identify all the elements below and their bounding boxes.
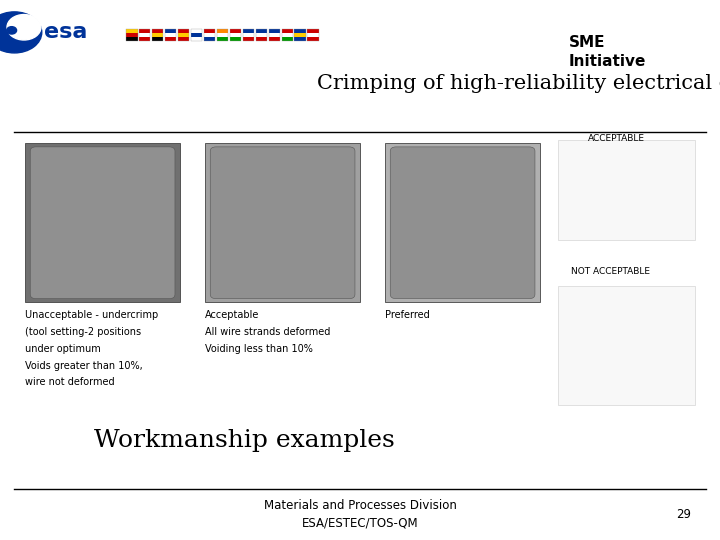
Bar bbox=[230, 32, 241, 37]
Bar bbox=[204, 29, 215, 40]
Text: Unacceptable - undercrimp: Unacceptable - undercrimp bbox=[25, 310, 158, 321]
Bar bbox=[178, 32, 189, 37]
Bar bbox=[217, 32, 228, 37]
Bar bbox=[385, 143, 540, 302]
Text: 29: 29 bbox=[676, 508, 691, 521]
Bar bbox=[178, 37, 189, 40]
Circle shape bbox=[6, 26, 17, 34]
Bar bbox=[165, 29, 176, 32]
Bar bbox=[152, 29, 163, 40]
Text: Workmanship examples: Workmanship examples bbox=[94, 429, 395, 451]
Circle shape bbox=[7, 15, 41, 40]
Text: Acceptable: Acceptable bbox=[205, 310, 260, 321]
Bar bbox=[217, 29, 228, 40]
Bar bbox=[243, 29, 254, 32]
Bar bbox=[307, 32, 319, 37]
Bar bbox=[152, 32, 163, 37]
Bar bbox=[139, 29, 150, 40]
Bar bbox=[191, 29, 202, 32]
Bar bbox=[25, 143, 180, 302]
Text: under optimum: under optimum bbox=[25, 344, 101, 354]
Text: Crimping of high-reliability electrical connections, cont..: Crimping of high-reliability electrical … bbox=[317, 74, 720, 93]
Bar bbox=[282, 37, 293, 40]
Bar bbox=[230, 37, 241, 40]
Bar bbox=[294, 29, 306, 40]
Circle shape bbox=[0, 12, 42, 53]
Bar bbox=[152, 37, 163, 40]
Bar bbox=[139, 32, 150, 37]
Bar bbox=[269, 29, 280, 32]
FancyBboxPatch shape bbox=[390, 147, 535, 299]
Bar bbox=[294, 32, 306, 37]
Bar bbox=[126, 32, 138, 37]
Text: (tool setting-2 positions: (tool setting-2 positions bbox=[25, 327, 141, 338]
Bar bbox=[165, 29, 176, 40]
Bar bbox=[230, 29, 241, 40]
Text: Voiding less than 10%: Voiding less than 10% bbox=[205, 344, 313, 354]
Bar bbox=[126, 29, 138, 40]
Bar bbox=[294, 37, 306, 40]
Bar bbox=[139, 37, 150, 40]
Text: Voids greater than 10%,: Voids greater than 10%, bbox=[25, 361, 143, 371]
Bar bbox=[191, 37, 202, 40]
Bar bbox=[256, 37, 267, 40]
Bar bbox=[126, 37, 138, 40]
Bar bbox=[165, 37, 176, 40]
Bar bbox=[204, 29, 215, 32]
Bar bbox=[282, 29, 293, 40]
Bar bbox=[191, 32, 202, 37]
Bar bbox=[282, 29, 293, 32]
Bar bbox=[243, 29, 254, 40]
Bar bbox=[165, 32, 176, 37]
Bar bbox=[230, 29, 241, 32]
Text: NOT ACCEPTABLE: NOT ACCEPTABLE bbox=[571, 267, 650, 276]
Bar bbox=[558, 140, 695, 240]
Bar bbox=[217, 29, 228, 32]
FancyBboxPatch shape bbox=[30, 147, 175, 299]
Bar bbox=[256, 29, 267, 40]
Bar bbox=[307, 29, 319, 40]
Text: ACCEPTABLE: ACCEPTABLE bbox=[588, 133, 645, 143]
Bar bbox=[126, 29, 138, 32]
Bar bbox=[152, 29, 163, 32]
Bar bbox=[178, 29, 189, 32]
Text: Preferred: Preferred bbox=[385, 310, 430, 321]
Text: esa: esa bbox=[45, 22, 88, 43]
Bar bbox=[204, 37, 215, 40]
Bar bbox=[558, 286, 695, 405]
Text: SME
Initiative: SME Initiative bbox=[569, 35, 646, 69]
Bar bbox=[178, 29, 189, 40]
Bar bbox=[256, 32, 267, 37]
Bar bbox=[307, 37, 319, 40]
Bar bbox=[269, 29, 280, 40]
Bar bbox=[205, 143, 360, 302]
Bar bbox=[294, 29, 306, 32]
Text: All wire strands deformed: All wire strands deformed bbox=[205, 327, 330, 338]
Bar bbox=[139, 29, 150, 32]
Bar bbox=[217, 37, 228, 40]
Bar bbox=[282, 32, 293, 37]
Bar bbox=[191, 29, 202, 40]
FancyBboxPatch shape bbox=[210, 147, 355, 299]
Text: Materials and Processes Division
ESA/ESTEC/TOS-QM: Materials and Processes Division ESA/EST… bbox=[264, 498, 456, 530]
Bar bbox=[269, 37, 280, 40]
Bar bbox=[204, 32, 215, 37]
Bar bbox=[243, 37, 254, 40]
Bar bbox=[243, 32, 254, 37]
Bar bbox=[256, 29, 267, 32]
Bar bbox=[269, 32, 280, 37]
Bar bbox=[307, 29, 319, 32]
Text: wire not deformed: wire not deformed bbox=[25, 377, 114, 388]
